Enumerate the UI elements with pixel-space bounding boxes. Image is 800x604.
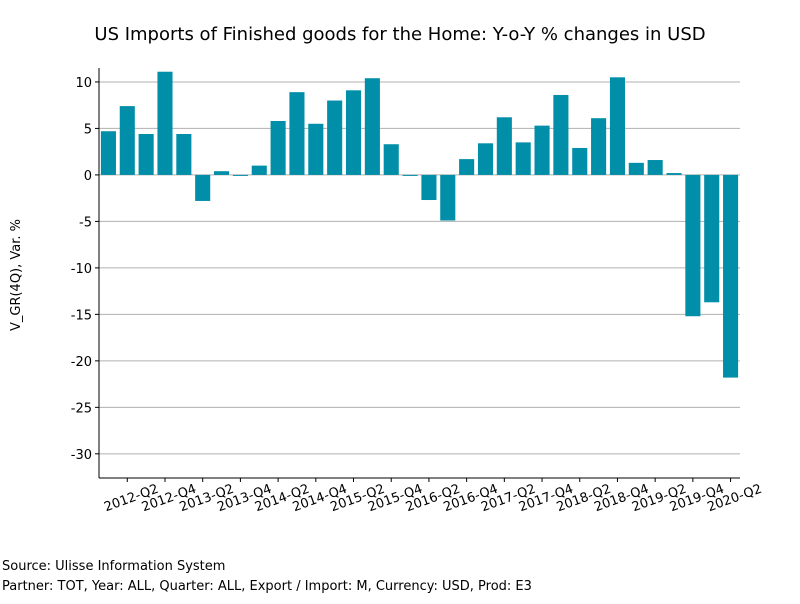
bar (515, 142, 531, 175)
bar (572, 147, 588, 175)
bar (609, 77, 625, 175)
y-tick-label: -30 (71, 448, 92, 463)
bar (477, 143, 494, 175)
y-tick-label: -15 (71, 308, 92, 323)
bar (195, 174, 211, 201)
y-tick-label: 10 (75, 76, 92, 91)
bar (440, 174, 456, 221)
bar (364, 78, 380, 175)
y-tick-label: -25 (71, 401, 92, 416)
y-tick-label: -5 (79, 215, 92, 230)
bar (289, 92, 305, 175)
bar (176, 134, 192, 175)
footer-source: Source: Ulisse Information System (2, 559, 225, 574)
bar (327, 100, 343, 175)
bar (100, 131, 116, 175)
bar (685, 174, 701, 317)
bar (421, 174, 437, 201)
bar (157, 71, 173, 175)
bar (459, 159, 475, 175)
bar (383, 144, 399, 175)
bar (138, 134, 154, 175)
bar (723, 174, 739, 378)
bar (308, 123, 324, 175)
bar (553, 94, 569, 175)
y-tick-label: -10 (71, 262, 92, 277)
bar (496, 117, 512, 175)
y-axis-label: V_GR(4Q), Var. % (9, 219, 24, 331)
bar (628, 162, 644, 175)
bar (214, 171, 230, 175)
bar (402, 174, 418, 176)
bar (270, 120, 286, 175)
bar (647, 160, 663, 175)
footer-details: Partner: TOT, Year: ALL, Quarter: ALL, E… (2, 579, 532, 594)
bar (534, 125, 550, 175)
bar (591, 118, 607, 175)
bar (251, 165, 267, 175)
bar (232, 174, 248, 176)
bar (704, 174, 720, 303)
y-tick-label: 5 (84, 122, 92, 137)
chart-title: US Imports of Finished goods for the Hom… (94, 24, 705, 45)
bar (119, 106, 135, 175)
y-tick-label: -20 (71, 355, 92, 370)
bar (345, 90, 362, 175)
y-tick-label: 0 (84, 169, 92, 184)
bar (666, 173, 682, 175)
